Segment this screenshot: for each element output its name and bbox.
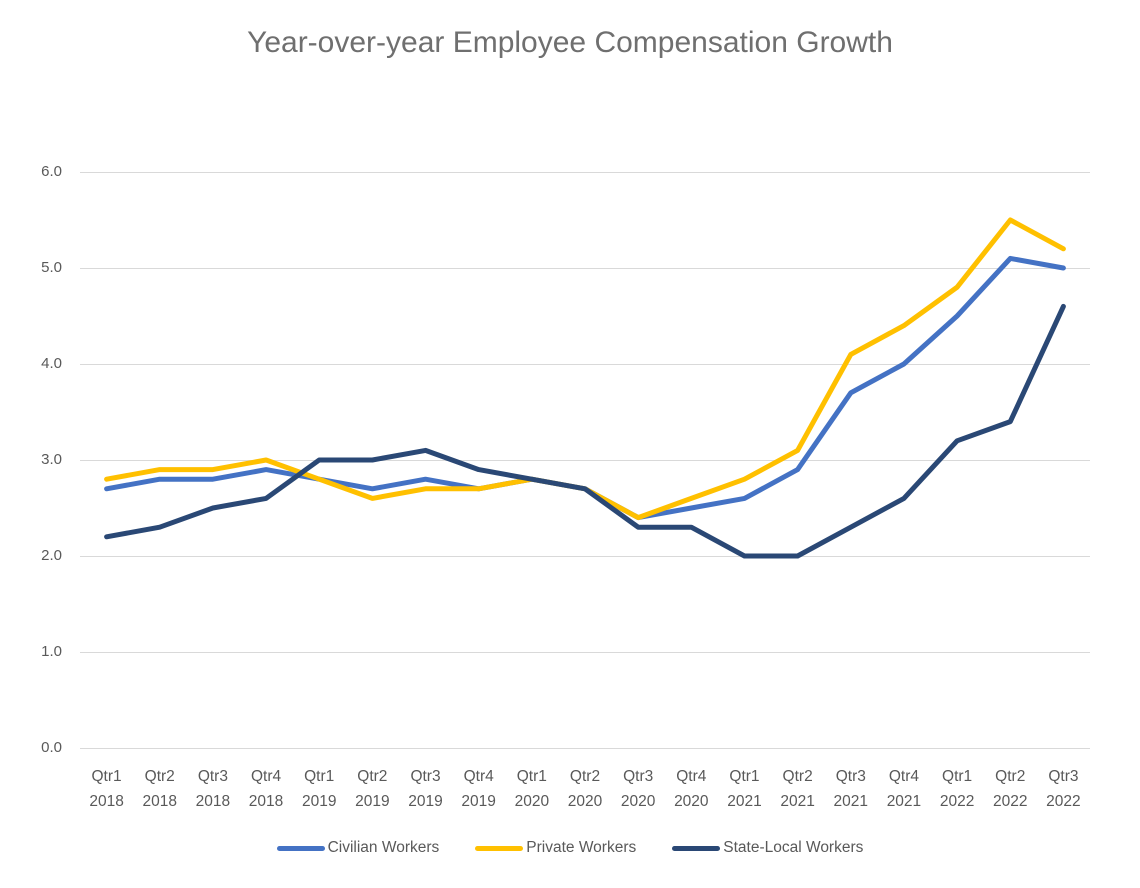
- series-line-state-local-workers: [104, 303, 1066, 559]
- gridline-4.0: [80, 364, 1090, 365]
- legend-swatch-icon: [475, 845, 524, 851]
- x-tick-year: 2020: [514, 793, 550, 810]
- y-axis-tick-label: 1.0: [41, 643, 62, 660]
- x-tick-year: 2021: [886, 793, 922, 810]
- y-axis-tick-label: 6.0: [41, 163, 62, 180]
- x-tick-year: 2018: [142, 793, 177, 810]
- x-tick-quarter: Qtr1: [516, 768, 547, 785]
- chart-title: Year-over-year Employee Compensation Gro…: [247, 26, 893, 59]
- x-tick-year: 2022: [1046, 793, 1081, 810]
- x-axis-tick-label: Qtr1 2022: [927, 764, 987, 814]
- x-tick-year: 2021: [833, 793, 869, 810]
- x-tick-year: 2019: [408, 793, 443, 810]
- x-tick-quarter: Qtr4: [888, 768, 920, 785]
- legend-label: Civilian Workers: [327, 839, 440, 856]
- y-axis-tick-label: 3.0: [41, 451, 62, 468]
- x-axis-tick-label: Qtr1 2018: [77, 764, 137, 814]
- x-axis-tick-label: Qtr2 2021: [768, 764, 828, 814]
- x-axis-tick-label: Qtr3 2018: [183, 764, 243, 814]
- gridline-1.0: [80, 652, 1090, 653]
- legend-item-private-workers: Private Workers: [475, 839, 636, 857]
- x-axis-tick-label: Qtr2 2019: [342, 764, 402, 814]
- y-axis-tick-label: 5.0: [41, 259, 62, 276]
- legend-label: State-Local Workers: [723, 839, 864, 856]
- x-tick-quarter: Qtr4: [463, 768, 494, 785]
- y-axis-tick-label: 0.0: [41, 739, 62, 756]
- x-tick-quarter: Qtr3: [197, 768, 228, 785]
- x-tick-quarter: Qtr1: [942, 768, 973, 785]
- x-tick-quarter: Qtr1: [729, 768, 760, 785]
- legend-item-state-local-workers: State-Local Workers: [672, 839, 863, 857]
- y-axis-tick-label: 4.0: [41, 355, 62, 372]
- x-axis-tick-label: Qtr2 2022: [980, 764, 1040, 814]
- x-tick-year: 2020: [674, 793, 709, 810]
- x-tick-quarter: Qtr4: [676, 768, 707, 785]
- x-tick-year: 2021: [727, 793, 762, 810]
- x-tick-year: 2022: [993, 793, 1028, 810]
- legend-item-civilian-workers: Civilian Workers: [276, 839, 440, 857]
- x-axis-tick-label: Qtr1 2021: [714, 764, 774, 814]
- x-tick-year: 2022: [939, 793, 975, 810]
- x-tick-quarter: Qtr3: [623, 768, 654, 785]
- x-tick-year: 2019: [355, 793, 390, 810]
- x-axis-tick-label: Qtr1 2020: [502, 764, 562, 814]
- legend: Civilian Workers Private Workers State-Loc…: [0, 835, 1140, 861]
- x-axis-tick-label: Qtr2 2020: [555, 764, 615, 814]
- x-tick-quarter: Qtr2: [357, 768, 388, 785]
- x-tick-quarter: Qtr2: [782, 768, 813, 785]
- x-tick-quarter: Qtr3: [835, 768, 866, 785]
- gridline-0.0: [80, 748, 1090, 749]
- x-tick-year: 2018: [195, 793, 231, 810]
- x-tick-quarter: Qtr2: [569, 768, 601, 785]
- x-axis-tick-label: Qtr4 2019: [449, 764, 509, 814]
- x-tick-year: 2019: [461, 793, 496, 810]
- x-axis-tick-label: Qtr3 2020: [608, 764, 668, 814]
- gridline-2.0: [80, 556, 1090, 557]
- x-tick-year: 2020: [620, 793, 656, 810]
- x-tick-year: 2018: [89, 793, 124, 810]
- x-tick-quarter: Qtr1: [304, 768, 335, 785]
- x-axis-tick-label: Qtr2 2018: [130, 764, 190, 814]
- x-axis-tick-label: Qtr3 2021: [821, 764, 881, 814]
- x-axis-tick-label: Qtr4 2020: [661, 764, 721, 814]
- legend-label: Private Workers: [526, 839, 637, 856]
- x-axis-tick-label: Qtr1 2019: [289, 764, 349, 814]
- x-tick-year: 2018: [248, 793, 284, 810]
- x-axis-tick-label: Qtr4 2021: [874, 764, 934, 814]
- x-tick-quarter: Qtr4: [250, 768, 282, 785]
- x-tick-quarter: Qtr3: [1048, 768, 1079, 785]
- x-axis-tick-label: Qtr3 2019: [396, 764, 456, 814]
- x-axis-tick-label: Qtr3 2022: [1033, 764, 1093, 814]
- x-tick-year: 2019: [301, 793, 337, 810]
- gridline-5.0: [80, 268, 1090, 269]
- legend-swatch-icon: [672, 845, 721, 851]
- x-tick-quarter: Qtr2: [995, 768, 1026, 785]
- x-tick-year: 2021: [780, 793, 815, 810]
- legend-swatch-icon: [276, 845, 325, 851]
- x-axis-tick-label: Qtr4 2018: [236, 764, 296, 814]
- x-tick-year: 2020: [567, 793, 603, 810]
- x-tick-quarter: Qtr1: [91, 768, 122, 785]
- y-axis-tick-label: 2.0: [41, 547, 62, 564]
- x-tick-quarter: Qtr2: [144, 768, 175, 785]
- gridline-3.0: [80, 460, 1090, 461]
- gridline-6.0: [80, 172, 1090, 173]
- x-tick-quarter: Qtr3: [410, 768, 441, 785]
